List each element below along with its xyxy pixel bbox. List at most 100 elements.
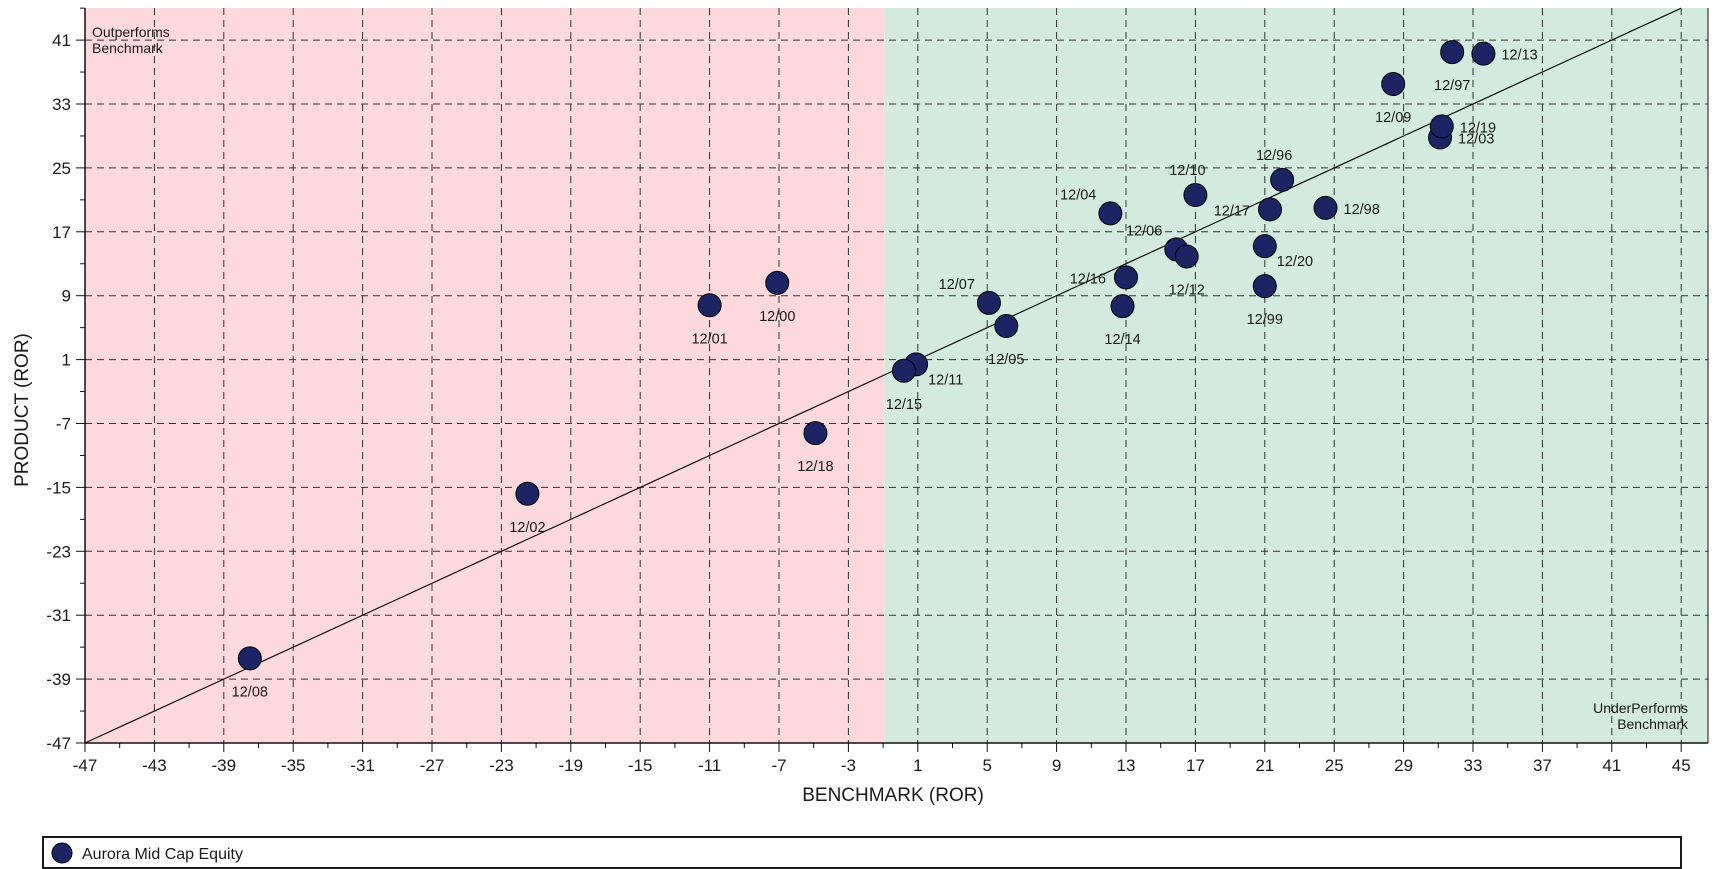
y-tick-label-39: -39: [46, 670, 71, 689]
data-point-12-99: [1252, 274, 1277, 299]
y-tick-label-47: -47: [46, 734, 71, 753]
x-tick-label-45: 45: [1672, 756, 1691, 775]
data-point-12-12: [1174, 244, 1199, 269]
data-point-label-12-02: 12/02: [509, 520, 545, 536]
outperforms-region: [85, 8, 885, 743]
data-points: [237, 40, 1496, 671]
y-tick-label-31: -31: [46, 606, 71, 625]
x-tick-label-13: 13: [1117, 756, 1136, 775]
data-point-12-97: [1440, 40, 1465, 65]
x-tick-label-15: -15: [628, 756, 653, 775]
data-point-label-12-19: 12/19: [1460, 120, 1496, 136]
data-point-label-12-06: 12/06: [1126, 223, 1162, 239]
x-tick-label-39: -39: [212, 756, 237, 775]
reference-line: [84, 7, 1682, 744]
y-tick-label-33: 33: [52, 95, 71, 114]
data-point-labels: 12/96 12/97 12/98 12/99 12/00 12/01 12/02 12/03…: [232, 48, 1538, 701]
x-tick-label-27: -27: [420, 756, 445, 775]
y-tick-label-15: -15: [46, 478, 71, 497]
data-point-label-12-11: 12/11: [928, 372, 963, 388]
data-point-12-19: [1429, 114, 1454, 139]
data-point-label-12-20: 12/20: [1277, 254, 1313, 270]
x-tick-label-1: 1: [913, 756, 922, 775]
data-point-12-98: [1313, 195, 1338, 220]
data-point-label-12-13: 12/13: [1501, 48, 1537, 64]
legend-swatch: [51, 842, 73, 864]
data-point-12-02: [515, 481, 540, 506]
data-point-label-12-96: 12/96: [1256, 148, 1292, 164]
x-tick-label-47: -47: [73, 756, 98, 775]
data-point-12-17: [1258, 197, 1283, 222]
data-point-12-04: [1098, 201, 1123, 226]
data-point-12-09: [1381, 72, 1406, 97]
data-point-label-12-18: 12/18: [797, 459, 833, 475]
data-point-label-12-97: 12/97: [1434, 78, 1470, 94]
data-point-12-15: [891, 358, 916, 383]
outperforms-label-line-2: Benchmark: [92, 40, 164, 56]
data-point-label-12-15: 12/15: [886, 397, 922, 413]
data-point-12-96: [1270, 167, 1295, 192]
x-tick-label-29: 29: [1394, 756, 1413, 775]
y-tick-label-17: 17: [52, 223, 71, 242]
y-tick-label-1: 1: [62, 351, 71, 370]
data-point-label-12-10: 12/10: [1169, 163, 1205, 179]
data-point-12-00: [765, 270, 790, 295]
x-tick-label-11: -11: [698, 756, 721, 775]
data-point-label-12-03: 12/03: [1458, 132, 1494, 148]
data-point-label-12-00: 12/00: [759, 309, 795, 325]
legend-entry-aurora-mid-cap-equity: Aurora Mid Cap Equity: [82, 846, 243, 863]
data-point-label-12-08: 12/08: [232, 684, 268, 700]
data-point-label-12-12: 12/12: [1169, 283, 1205, 299]
data-point-label-12-14: 12/14: [1104, 332, 1140, 348]
data-point-12-14: [1110, 294, 1135, 319]
x-tick-label-37: 37: [1533, 756, 1552, 775]
data-point-12-20: [1252, 234, 1277, 259]
performance-regions: [85, 8, 1708, 743]
outperforms-label-line-1: Outperforms: [92, 24, 170, 40]
x-tick-label-17: 17: [1186, 756, 1205, 775]
legend-box: [42, 836, 1682, 869]
underperforms-region: [884, 8, 1708, 743]
x-tick-label-33: 33: [1464, 756, 1483, 775]
x-tick-label-7: -7: [771, 756, 786, 775]
data-point-label-12-05: 12/05: [988, 352, 1024, 368]
data-point-12-08: [237, 646, 262, 671]
data-point-label-12-04: 12/04: [1060, 187, 1096, 203]
data-point-label-12-09: 12/09: [1375, 110, 1411, 126]
underperforms-label-line-1: UnderPerforms: [1593, 700, 1688, 716]
y-tick-label-41: 41: [52, 31, 71, 50]
data-point-label-12-01: 12/01: [691, 331, 727, 347]
x-tick-label-19: -19: [559, 756, 584, 775]
x-tick-label-25: 25: [1325, 756, 1344, 775]
data-point-label-12-17: 12/17: [1214, 203, 1250, 219]
x-tick-label-35: -35: [281, 756, 306, 775]
y-tick-label-7: -7: [56, 415, 71, 434]
y-axis-title: PRODUCT (ROR): [12, 333, 33, 487]
data-point-label-12-98: 12/98: [1344, 202, 1380, 218]
underperforms-label-line-2: Benchmark: [1617, 716, 1689, 732]
x-tick-label-3: -3: [841, 756, 856, 775]
data-point-label-12-07: 12/07: [939, 277, 975, 293]
data-point-12-07: [976, 290, 1001, 315]
x-axis-title: BENCHMARK (ROR): [802, 785, 984, 806]
x-tick-label-23: -23: [489, 756, 514, 775]
data-point-12-05: [994, 314, 1019, 339]
y-axis-ticks: -47 -39 -31 -23 -15 -7 1 9 17 25 33 41: [46, 7, 85, 753]
grid-lines: [85, 8, 1708, 743]
x-tick-label-5: 5: [982, 756, 991, 775]
reference-line-layer: [84, 7, 1682, 744]
data-point-12-10: [1183, 183, 1208, 208]
y-tick-label-23: -23: [46, 542, 71, 561]
data-point-12-16: [1114, 265, 1138, 290]
data-point-12-18: [803, 421, 828, 446]
data-point-12-13: [1471, 41, 1496, 66]
x-tick-label-31: -31: [350, 756, 375, 775]
x-tick-label-9: 9: [1052, 756, 1061, 775]
y-tick-label-9: 9: [62, 287, 71, 306]
data-point-label-12-99: 12/99: [1247, 312, 1283, 328]
x-tick-label-41: 41: [1602, 756, 1621, 775]
legend: Aurora Mid Cap Equity: [42, 836, 1682, 869]
y-tick-label-25: 25: [52, 159, 71, 178]
axes: [84, 8, 1709, 744]
